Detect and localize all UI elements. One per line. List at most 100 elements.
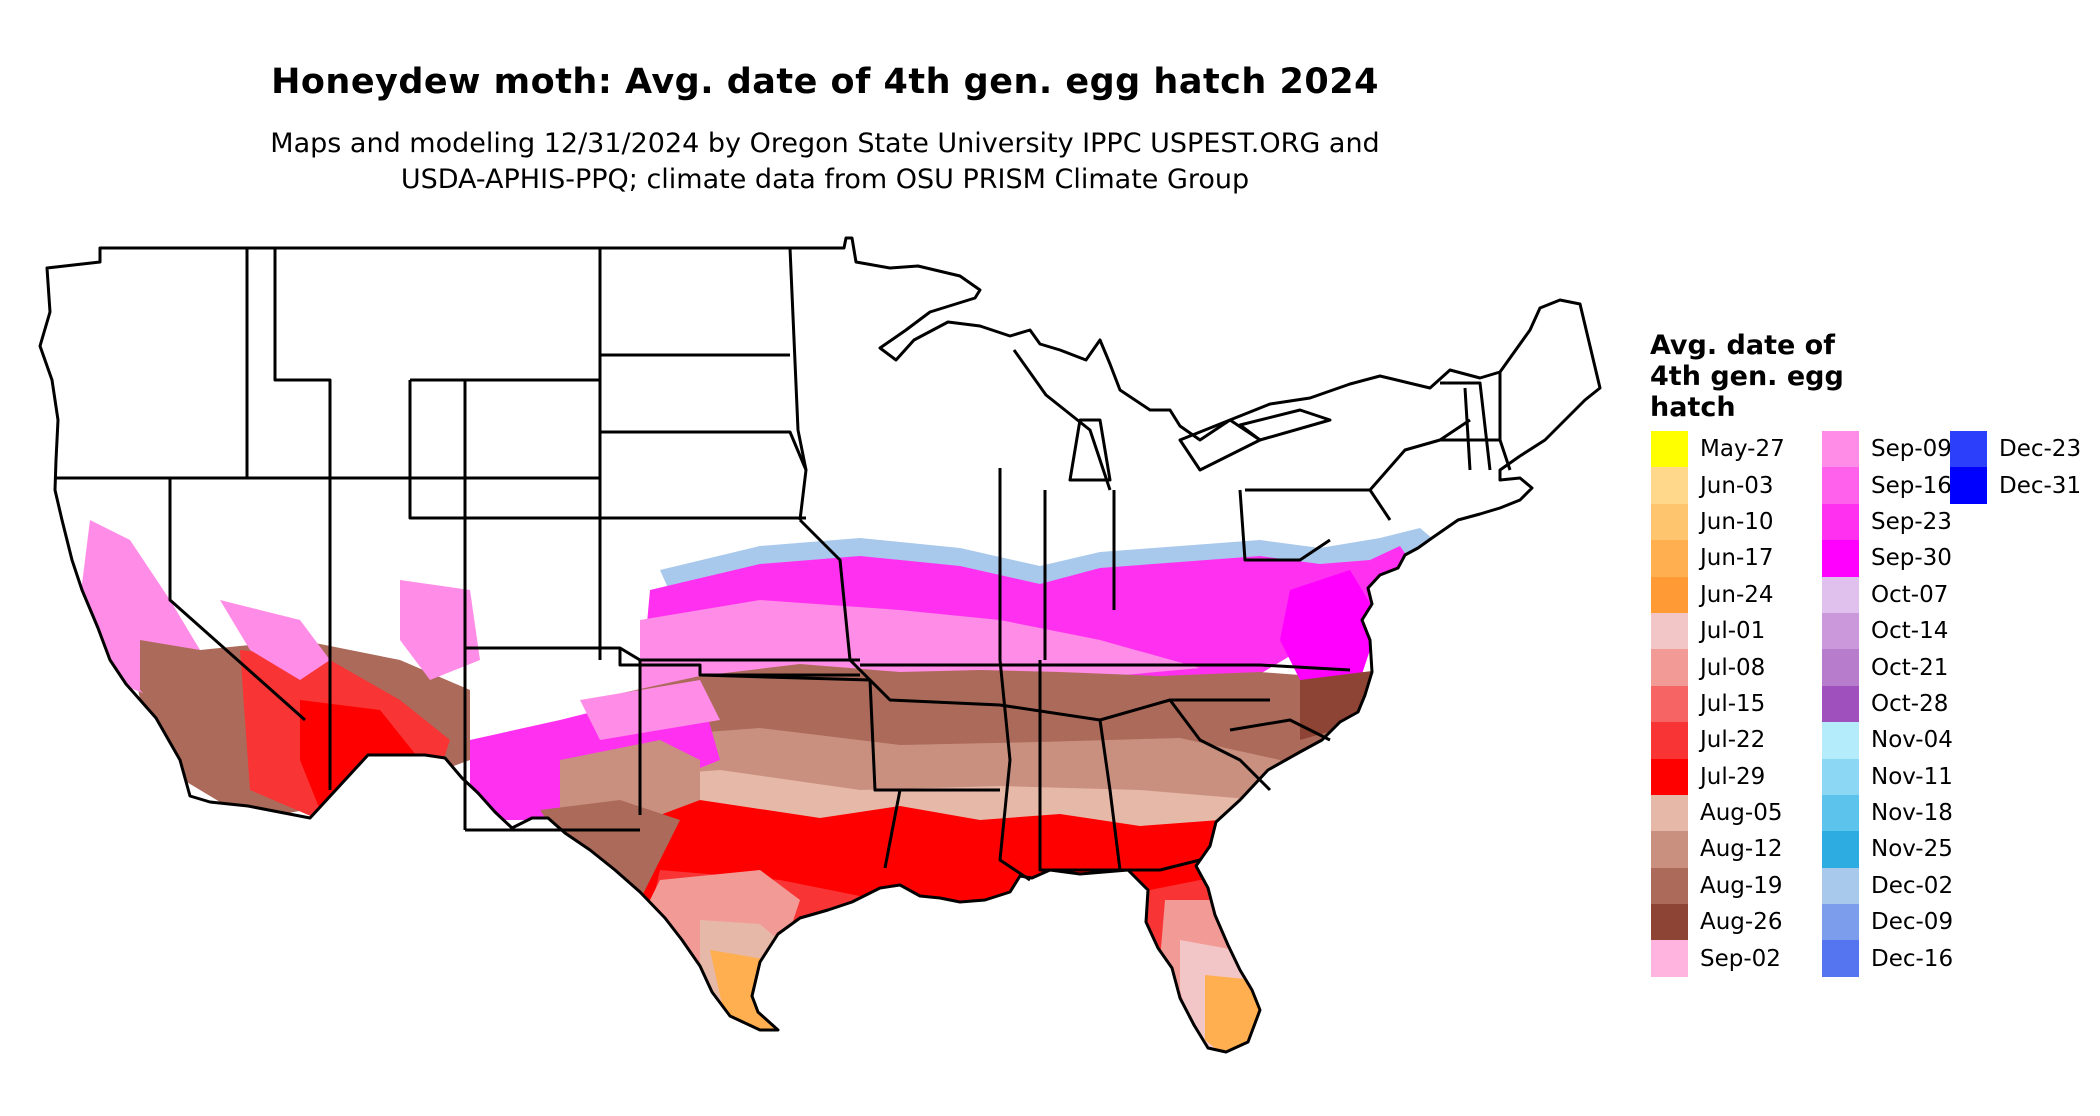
state-boundaries [38,236,1602,1054]
legend-label: Aug-19 [1700,872,1783,899]
legend-item: Jun-17 [1651,540,1785,577]
legend-title-line-2: 4th gen. egg [1650,361,1844,392]
legend-label: Sep-02 [1700,945,1781,972]
legend-label: Dec-23 [1999,436,2082,463]
legend-item: May-27 [1651,431,1785,468]
legend-label: Dec-16 [1871,945,1954,972]
legend-item: Oct-21 [1822,649,1953,686]
legend-item: Dec-16 [1822,940,1954,977]
legend-label: Jul-15 [1700,690,1766,717]
legend-swatch [1822,540,1859,577]
legend-label: Jul-08 [1700,654,1766,681]
legend-item: Aug-26 [1651,904,1785,941]
legend-label: Dec-31 [1999,472,2082,499]
legend-item: Nov-25 [1822,831,1953,868]
subtitle-line-2: USDA-APHIS-PPQ; climate data from OSU PR… [400,164,1250,195]
legend-title-line-3: hatch [1650,392,1736,423]
legend-swatch [1822,722,1859,759]
legend-item: Oct-07 [1822,576,1953,613]
legend-item: Nov-18 [1822,794,1953,832]
legend-item: Jul-22 [1651,722,1785,759]
legend-swatch [1822,794,1859,832]
legend-item: Jul-08 [1651,649,1785,686]
legend-item: Jul-15 [1651,685,1785,723]
legend-item: Aug-12 [1651,831,1785,868]
legend-swatch [1822,431,1859,468]
legend-item: Sep-30 [1822,540,1953,577]
legend-item: Dec-02 [1822,867,1954,905]
legend-item: Aug-05 [1651,794,1785,832]
legend-swatch [1651,831,1688,868]
legend-swatch [1822,940,1859,977]
legend-label: Jul-01 [1700,618,1766,645]
legend-label: May-27 [1700,436,1785,463]
legend-swatch [1822,904,1859,941]
legend-item: Jul-29 [1651,758,1785,795]
legend-swatch [1950,467,1987,504]
legend-item: Aug-19 [1651,867,1785,905]
legend-item: Jun-10 [1651,503,1785,541]
legend-label: Jun-10 [1700,508,1774,535]
legend-swatch [1822,685,1859,723]
legend-swatch [1822,649,1859,686]
legend-swatch [1822,503,1859,541]
legend-swatch [1651,649,1688,686]
legend-item: Nov-11 [1822,758,1953,795]
legend-item: Sep-23 [1822,503,1953,541]
legend-swatch [1822,612,1859,650]
legend-label: Sep-16 [1871,472,1952,499]
legend-label: Nov-25 [1871,836,1953,863]
legend-label: Dec-02 [1871,872,1954,899]
legend-swatch [1651,612,1688,650]
legend-label: Nov-04 [1871,727,1953,754]
legend-swatch [1651,722,1688,759]
legend-item: Dec-31 [1950,467,2082,504]
legend-swatch [1822,758,1859,795]
legend-item: Sep-09 [1822,431,1953,468]
legend-swatch [1651,503,1688,541]
legend-label: Aug-26 [1700,909,1783,936]
legend-swatch [1651,867,1688,905]
legend-label: Oct-14 [1871,618,1949,645]
legend-item: Oct-28 [1822,685,1953,723]
legend-item: Sep-02 [1651,940,1785,977]
legend-label: Sep-23 [1871,508,1952,535]
legend-swatch [1651,431,1688,468]
legend-swatch [1651,576,1688,613]
legend-swatch [1822,576,1859,613]
legend-item: Dec-09 [1822,904,1954,941]
subtitle-line-1: Maps and modeling 12/31/2024 by Oregon S… [270,128,1380,159]
legend-label: Jun-17 [1700,545,1774,572]
legend-column-3: Dec-23 Dec-31 [1950,431,2081,504]
legend-swatch [1651,467,1688,504]
legend-label: Jun-24 [1700,581,1774,608]
hatch-date-bands [80,520,1440,1052]
map-title: Honeydew moth: Avg. date of 4th gen. egg… [271,62,1379,102]
legend-column-2: Sep-09 Sep-16 Sep-23 Sep-30 Oct-07 Oct-14 Oct-… [1822,431,1953,977]
legend-label: Aug-05 [1700,800,1783,827]
legend-item: Jul-01 [1651,612,1785,650]
map-subtitle: Maps and modeling 12/31/2024 by Oregon S… [0,126,1650,198]
legend-swatch [1651,685,1688,723]
us-map [38,236,1602,1054]
legend-swatch [1950,431,1987,468]
legend-swatch [1822,467,1859,504]
legend-label: Dec-09 [1871,909,1954,936]
legend-label: Sep-30 [1871,545,1952,572]
legend-column-1: May-27 Jun-03 Jun-10 Jun-17 Jun-24 Jul-01 Jul-… [1651,431,1785,977]
legend-swatch [1822,831,1859,868]
legend-label: Aug-12 [1700,836,1783,863]
legend-item: Dec-23 [1950,431,2082,468]
legend-label: Oct-07 [1871,581,1949,608]
legend-item: Oct-14 [1822,612,1953,650]
legend-swatch [1651,904,1688,941]
legend-swatch [1651,940,1688,977]
legend-swatch [1651,758,1688,795]
legend-title: Avg. date of 4th gen. egg hatch [1650,330,1910,423]
legend-title-line-1: Avg. date of [1650,330,1835,361]
legend-item: Nov-04 [1822,722,1953,759]
legend-item: Jun-03 [1651,467,1785,504]
legend-item: Sep-16 [1822,467,1953,504]
legend-swatch [1651,540,1688,577]
legend-label: Jun-03 [1700,472,1774,499]
